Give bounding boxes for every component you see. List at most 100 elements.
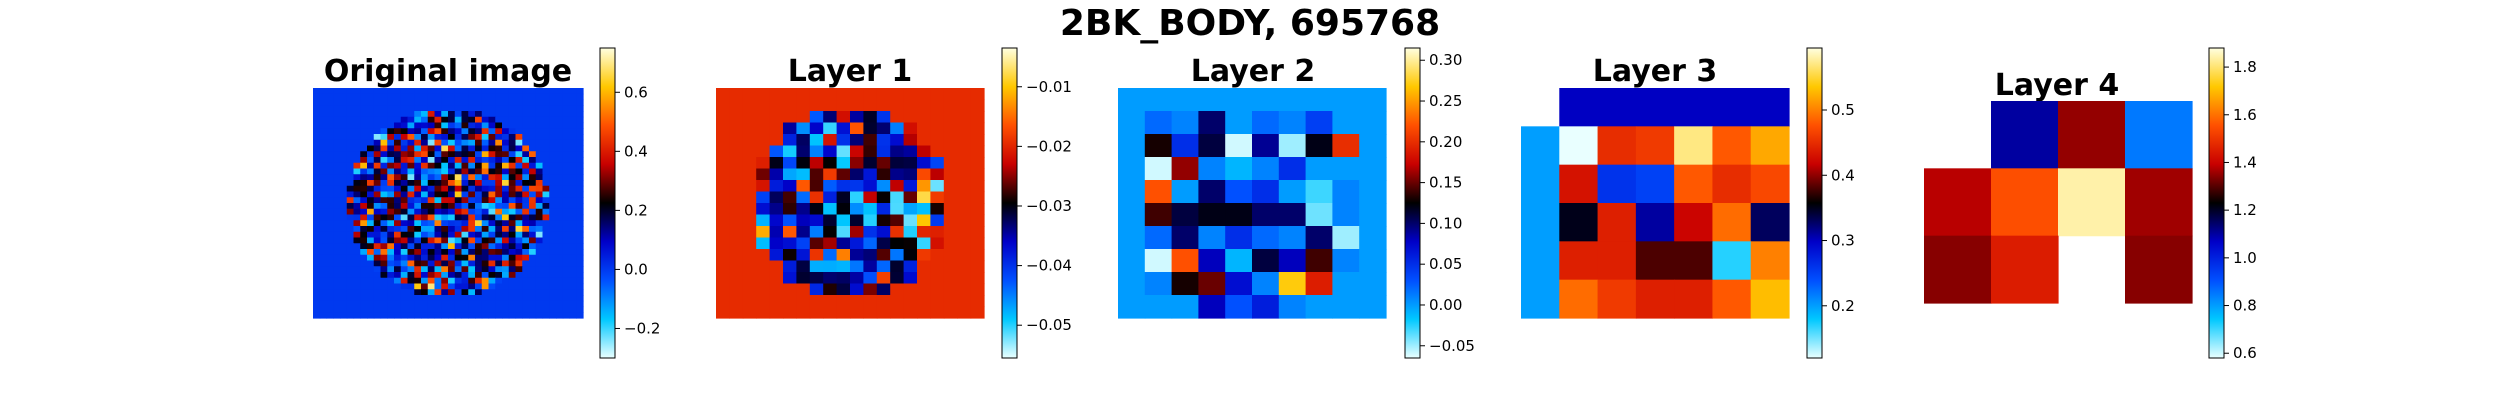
heatmap-cell bbox=[421, 116, 429, 124]
heatmap-cell bbox=[488, 272, 496, 279]
heatmap-cell bbox=[488, 289, 496, 296]
heatmap-cell bbox=[326, 289, 334, 296]
heatmap-cell bbox=[529, 88, 537, 95]
heatmap-cell bbox=[515, 105, 523, 112]
heatmap-cell bbox=[729, 99, 744, 112]
heatmap-cell bbox=[414, 243, 422, 250]
heatmap-cell bbox=[535, 300, 544, 308]
heatmap-cell bbox=[326, 139, 334, 147]
heatmap-cell bbox=[360, 226, 368, 233]
heatmap-cell bbox=[394, 128, 402, 135]
heatmap-cell bbox=[468, 99, 476, 106]
heatmap-cell bbox=[475, 174, 483, 181]
heatmap-cell bbox=[346, 191, 355, 198]
heatmap-cell bbox=[495, 277, 503, 285]
heatmap-cell bbox=[502, 243, 510, 250]
heatmap-cell bbox=[481, 260, 490, 267]
heatmap-cell bbox=[549, 162, 557, 170]
heatmap-cell bbox=[756, 191, 771, 204]
heatmap-cell bbox=[448, 220, 456, 227]
heatmap-cell bbox=[333, 162, 341, 170]
heatmap-cell bbox=[930, 88, 945, 101]
heatmap-cell bbox=[326, 191, 334, 198]
heatmap-cell bbox=[380, 139, 388, 147]
heatmap-cell bbox=[890, 237, 905, 250]
heatmap-cell bbox=[367, 283, 375, 290]
heatmap-cell bbox=[407, 197, 415, 204]
heatmap-cell bbox=[353, 116, 361, 124]
heatmap-cell bbox=[475, 203, 483, 210]
heatmap-cell bbox=[475, 134, 483, 141]
heatmap-cell bbox=[556, 220, 564, 227]
heatmap-cell bbox=[542, 151, 550, 158]
heatmap-cell bbox=[756, 111, 771, 124]
heatmap-cell bbox=[569, 151, 577, 158]
heatmap-cell bbox=[809, 295, 824, 308]
heatmap-cell bbox=[454, 111, 463, 118]
heatmap-cell bbox=[380, 174, 388, 181]
heatmap-cell bbox=[1305, 111, 1333, 135]
heatmap-cell bbox=[502, 237, 510, 244]
heatmap-cell bbox=[1635, 126, 1675, 166]
heatmap-cell bbox=[1597, 279, 1637, 319]
heatmap-cell bbox=[367, 254, 375, 262]
heatmap-cell bbox=[1198, 180, 1226, 204]
heatmap-cell bbox=[346, 93, 355, 101]
heatmap-cell bbox=[863, 237, 878, 250]
heatmap-cell bbox=[441, 88, 449, 95]
heatmap-cell bbox=[549, 139, 557, 147]
heatmap-cell bbox=[742, 260, 757, 273]
heatmap-cell bbox=[373, 203, 382, 210]
heatmap-cell bbox=[441, 99, 449, 106]
heatmap-cell bbox=[903, 157, 918, 170]
heatmap-cell bbox=[549, 111, 557, 118]
heatmap-cell bbox=[1712, 279, 1752, 319]
heatmap-cell bbox=[569, 99, 577, 106]
heatmap-cell bbox=[441, 243, 449, 250]
heatmap-cell bbox=[1991, 235, 2059, 304]
heatmap-cell bbox=[1144, 157, 1173, 181]
heatmap-cell bbox=[549, 105, 557, 112]
heatmap-cell bbox=[360, 300, 368, 308]
heatmap-cell bbox=[454, 162, 463, 170]
heatmap-cell bbox=[1712, 241, 1752, 281]
heatmap-cell bbox=[346, 289, 355, 296]
heatmap-cell bbox=[756, 99, 771, 112]
heatmap-cell bbox=[333, 99, 341, 106]
heatmap-cell bbox=[380, 295, 388, 302]
heatmap-cell bbox=[1359, 272, 1387, 296]
heatmap-cell bbox=[454, 220, 463, 227]
heatmap-cell bbox=[400, 266, 409, 273]
heatmap-cell bbox=[340, 312, 348, 319]
heatmap-cell bbox=[549, 300, 557, 308]
heatmap-cell bbox=[1225, 88, 1253, 112]
heatmap-cell bbox=[529, 122, 537, 129]
heatmap-cell bbox=[481, 197, 490, 204]
heatmap-cell bbox=[448, 208, 456, 216]
heatmap-cell bbox=[508, 157, 517, 164]
heatmap-cell bbox=[427, 237, 436, 244]
heatmap-cell bbox=[319, 220, 328, 227]
heatmap-cell bbox=[716, 99, 730, 112]
heatmap-cell bbox=[508, 203, 517, 210]
heatmap-cell bbox=[380, 249, 388, 256]
heatmap-cell bbox=[850, 157, 864, 170]
heatmap-cell bbox=[346, 306, 355, 313]
heatmap-cell bbox=[957, 203, 972, 216]
heatmap-cell bbox=[414, 277, 422, 285]
heatmap-cell bbox=[863, 99, 878, 112]
heatmap-cell bbox=[569, 260, 577, 267]
heatmap-cell bbox=[529, 208, 537, 216]
heatmap-cell bbox=[319, 185, 328, 193]
heatmap-cell bbox=[769, 88, 784, 101]
heatmap-cell bbox=[970, 203, 985, 216]
heatmap-cell bbox=[380, 203, 388, 210]
heatmap-cell bbox=[549, 174, 557, 181]
heatmap-cell bbox=[850, 203, 864, 216]
heatmap-cell bbox=[716, 180, 730, 193]
heatmap-cell bbox=[475, 197, 483, 204]
heatmap-cell bbox=[562, 266, 571, 273]
heatmap-cell bbox=[394, 306, 402, 313]
heatmap-cell bbox=[346, 300, 355, 308]
